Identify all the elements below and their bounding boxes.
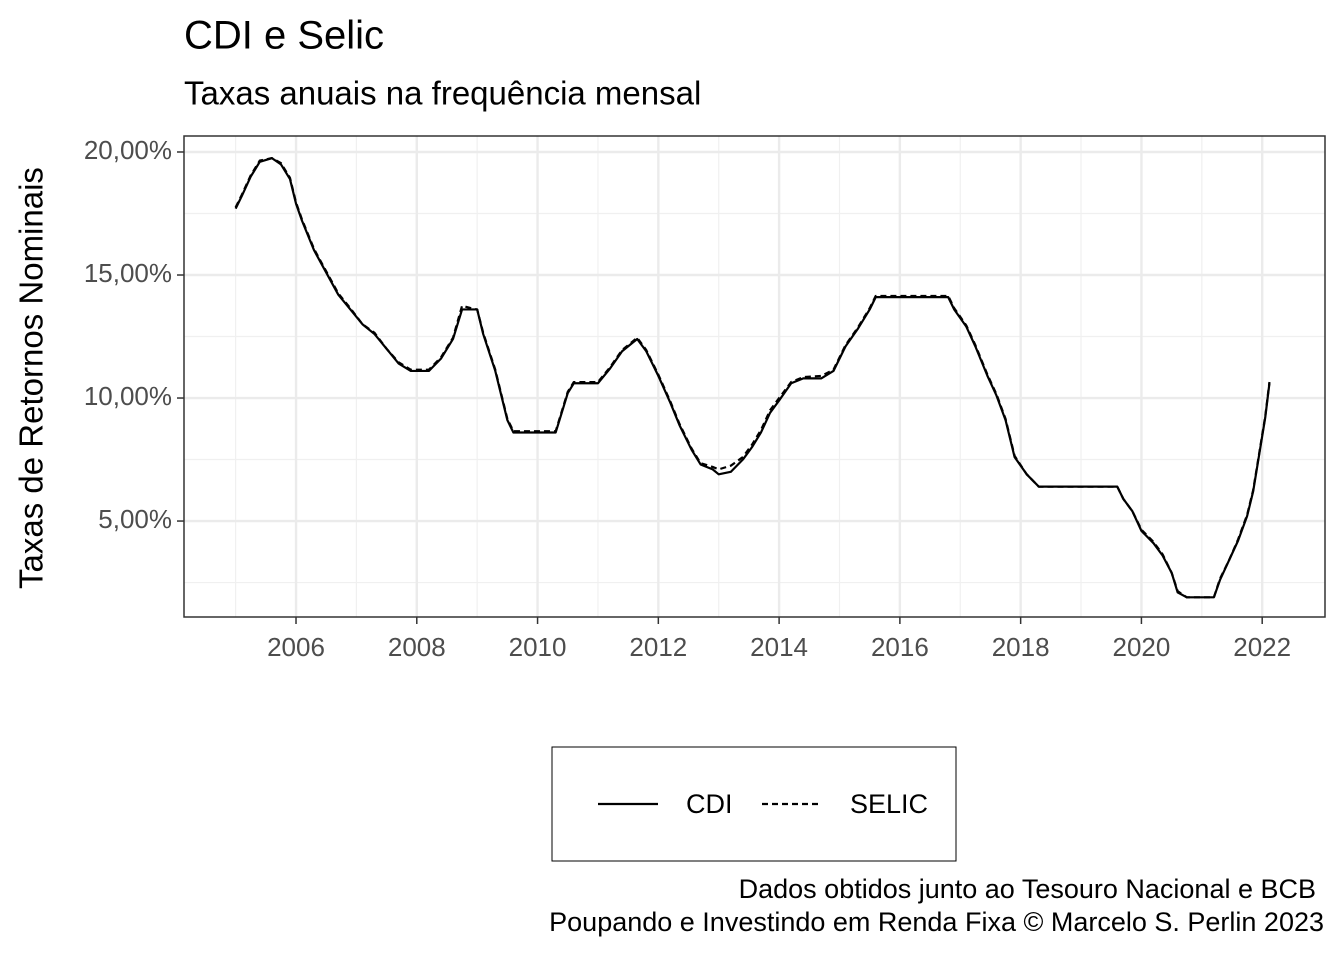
- y-axis-label: Taxas de Retornos Nominais: [13, 167, 50, 589]
- chart-title: CDI e Selic: [184, 14, 384, 58]
- chart-subtitle: Taxas anuais na frequência mensal: [184, 75, 701, 112]
- x-tick-label: 2014: [750, 632, 808, 662]
- x-tick-label: 2006: [267, 632, 325, 662]
- y-tick-label: 5,00%: [98, 504, 172, 534]
- x-tick-label: 2012: [629, 632, 687, 662]
- series-line: [234, 157, 1271, 599]
- y-tick-label: 10,00%: [84, 381, 172, 411]
- y-tick-label: 20,00%: [84, 135, 172, 165]
- legend-label: CDI: [686, 789, 733, 819]
- x-tick-label: 2008: [388, 632, 446, 662]
- plot-border: [183, 135, 1326, 618]
- x-tick-label: 2022: [1233, 632, 1291, 662]
- legend-label: SELIC: [850, 789, 928, 819]
- x-tick-label: 2018: [992, 632, 1050, 662]
- y-tick-label: 15,00%: [84, 258, 172, 288]
- legend-box: [551, 746, 957, 862]
- x-tick-label: 2020: [1113, 632, 1171, 662]
- x-tick-label: 2010: [509, 632, 567, 662]
- caption: Poupando e Investindo em Renda Fixa © Ma…: [549, 907, 1324, 937]
- plot-background: [184, 136, 1325, 617]
- caption: Dados obtidos junto ao Tesouro Nacional …: [739, 874, 1316, 904]
- x-tick-label: 2016: [871, 632, 929, 662]
